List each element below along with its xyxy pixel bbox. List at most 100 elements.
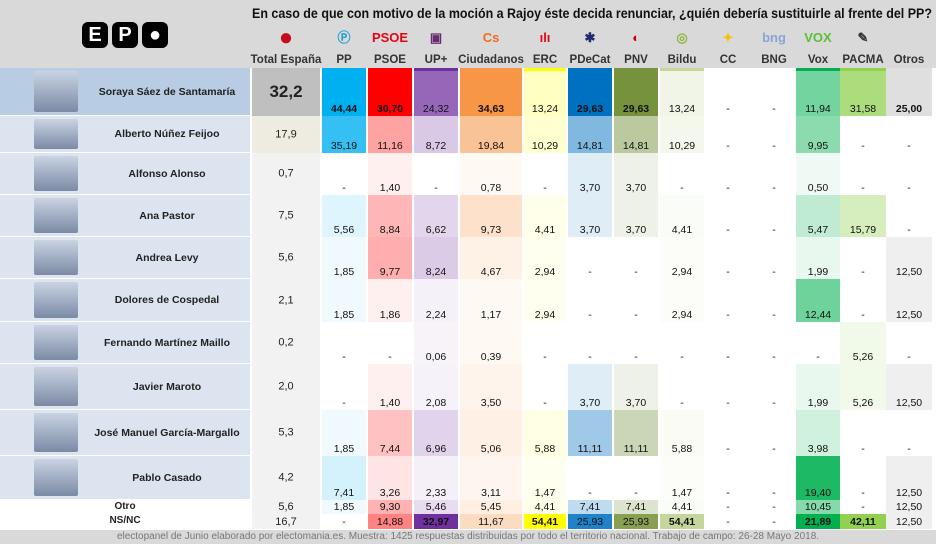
- bng-logo-icon: bng: [762, 30, 786, 45]
- candidate-photo: [34, 240, 78, 275]
- value-cell-up-: 8,24: [414, 237, 458, 279]
- total-cell: 5,3: [252, 410, 320, 456]
- cell-value: -: [588, 351, 592, 363]
- cell-value: -: [543, 182, 547, 194]
- cell-value: 7,44: [379, 443, 401, 455]
- cell-value: -: [772, 309, 776, 321]
- cell-value: 42,11: [850, 516, 876, 528]
- value-cell-otros: 12,50: [886, 237, 932, 279]
- value-cell-pacma: 5,26: [840, 364, 886, 410]
- total-cell: 32,2: [252, 68, 320, 116]
- cell-value: 34,63: [477, 103, 505, 115]
- cell-value: 1,99: [807, 397, 829, 409]
- cell-value: 1,99: [807, 266, 829, 278]
- cell-value: -: [726, 309, 730, 321]
- column-header-bildu: ◎ Bildu: [660, 24, 704, 71]
- column-label: CC: [719, 54, 737, 66]
- column-label: Total España: [250, 54, 322, 66]
- cell-value: -: [680, 351, 684, 363]
- value-cell-otros: 25,00: [886, 68, 932, 116]
- candidate-photo: [34, 367, 78, 406]
- table-title: En caso de que con motivo de la moción a…: [252, 6, 932, 21]
- value-cell-otros: 12,50: [886, 500, 932, 514]
- cell-value: 3,70: [625, 397, 647, 409]
- value-cell-pp: -: [322, 322, 366, 364]
- cell-value: -: [772, 224, 776, 236]
- candidate-cell: Pablo Casado: [0, 456, 250, 500]
- column-label: PP: [336, 54, 352, 66]
- cell-value: 3,11: [481, 487, 501, 499]
- column-header-ciudadanos: Cs Ciudadanos: [458, 24, 524, 71]
- column-header-psoe: PSOE PSOE: [368, 24, 412, 71]
- value-cell-ciudadanos: 19,84: [460, 116, 522, 153]
- column-header-cc: ✦ CC: [706, 24, 750, 71]
- value-cell-vox: 19,40: [796, 456, 840, 500]
- cell-value: 12,50: [895, 516, 923, 528]
- total-cell: 2,0: [252, 364, 320, 410]
- column-header-bng: bng BNG: [752, 24, 796, 71]
- value-cell-pdecat: -: [568, 237, 612, 279]
- value-cell-ciudadanos: 5,45: [460, 500, 522, 514]
- value-cell-bng: -: [752, 322, 796, 364]
- value-cell-vox: 1,99: [796, 237, 840, 279]
- cell-value: -: [772, 516, 776, 528]
- value-cell-ciudadanos: 4,67: [460, 237, 522, 279]
- value-cell-pdecat: 3,70: [568, 195, 612, 237]
- value-cell-ciudadanos: 3,11: [460, 456, 522, 500]
- cell-value: 25,93: [576, 516, 604, 528]
- total-value: 16,7: [275, 515, 297, 528]
- cell-value: 0,39: [480, 351, 502, 363]
- cell-value: 5,26: [852, 351, 874, 363]
- cell-value: -: [816, 351, 820, 363]
- cell-value: 14,81: [622, 140, 650, 152]
- value-cell-pp: -: [322, 514, 366, 529]
- column-label: PSOE: [374, 54, 406, 66]
- column-label: Ciudadanos: [458, 54, 524, 66]
- cell-value: -: [726, 266, 730, 278]
- value-cell-pacma: -: [840, 116, 886, 153]
- cell-value: -: [726, 351, 730, 363]
- cell-value: -: [861, 182, 865, 194]
- column-label: Vox: [807, 54, 829, 66]
- value-cell-cc: -: [706, 514, 750, 529]
- column-label: UP+: [424, 54, 448, 66]
- value-cell-vox: 5,47: [796, 195, 840, 237]
- value-cell-bildu: 54,41: [660, 514, 704, 529]
- value-cell-erc: 2,94: [524, 237, 566, 279]
- total-value: 2,1: [278, 294, 294, 306]
- cell-value: -: [434, 182, 438, 194]
- value-cell-bildu: -: [660, 322, 704, 364]
- value-cell-pp: -: [322, 153, 366, 195]
- value-cell-otros: -: [886, 322, 932, 364]
- candidate-name: Fernando Martínez Maillo: [103, 336, 230, 349]
- value-cell-otros: 12,50: [886, 364, 932, 410]
- value-cell-psoe: 9,30: [368, 500, 412, 514]
- value-cell-up-: 8,72: [414, 116, 458, 153]
- value-cell-erc: -: [524, 153, 566, 195]
- candidate-cell: Alfonso Alonso: [0, 153, 250, 195]
- column-header-erc: ılı ERC: [524, 24, 566, 71]
- cell-value: 12,50: [895, 266, 923, 278]
- value-cell-cc: -: [706, 279, 750, 322]
- value-cell-pp: -: [322, 364, 366, 410]
- cell-value: -: [726, 501, 730, 513]
- value-cell-bng: -: [752, 237, 796, 279]
- total-value: 5,6: [278, 251, 294, 264]
- cell-value: 1,17: [480, 309, 502, 321]
- value-cell-psoe: 1,40: [368, 364, 412, 410]
- value-cell-erc: 10,29: [524, 116, 566, 153]
- value-cell-up-: 2,08: [414, 364, 458, 410]
- cell-value: -: [588, 266, 592, 278]
- pnv-logo-icon: ◐: [632, 30, 640, 45]
- value-cell-pdecat: -: [568, 322, 612, 364]
- cell-value: -: [543, 397, 547, 409]
- cell-value: 1,85: [333, 266, 355, 278]
- value-cell-vox: 3,98: [796, 410, 840, 456]
- cell-value: 8,24: [425, 266, 447, 278]
- column-label: ERC: [532, 54, 558, 66]
- cell-value: 3,50: [480, 397, 502, 409]
- total-cell: 0,7: [252, 153, 320, 195]
- value-cell-bildu: 4,41: [660, 195, 704, 237]
- value-cell-bng: -: [752, 500, 796, 514]
- value-cell-bildu: 1,47: [660, 456, 704, 500]
